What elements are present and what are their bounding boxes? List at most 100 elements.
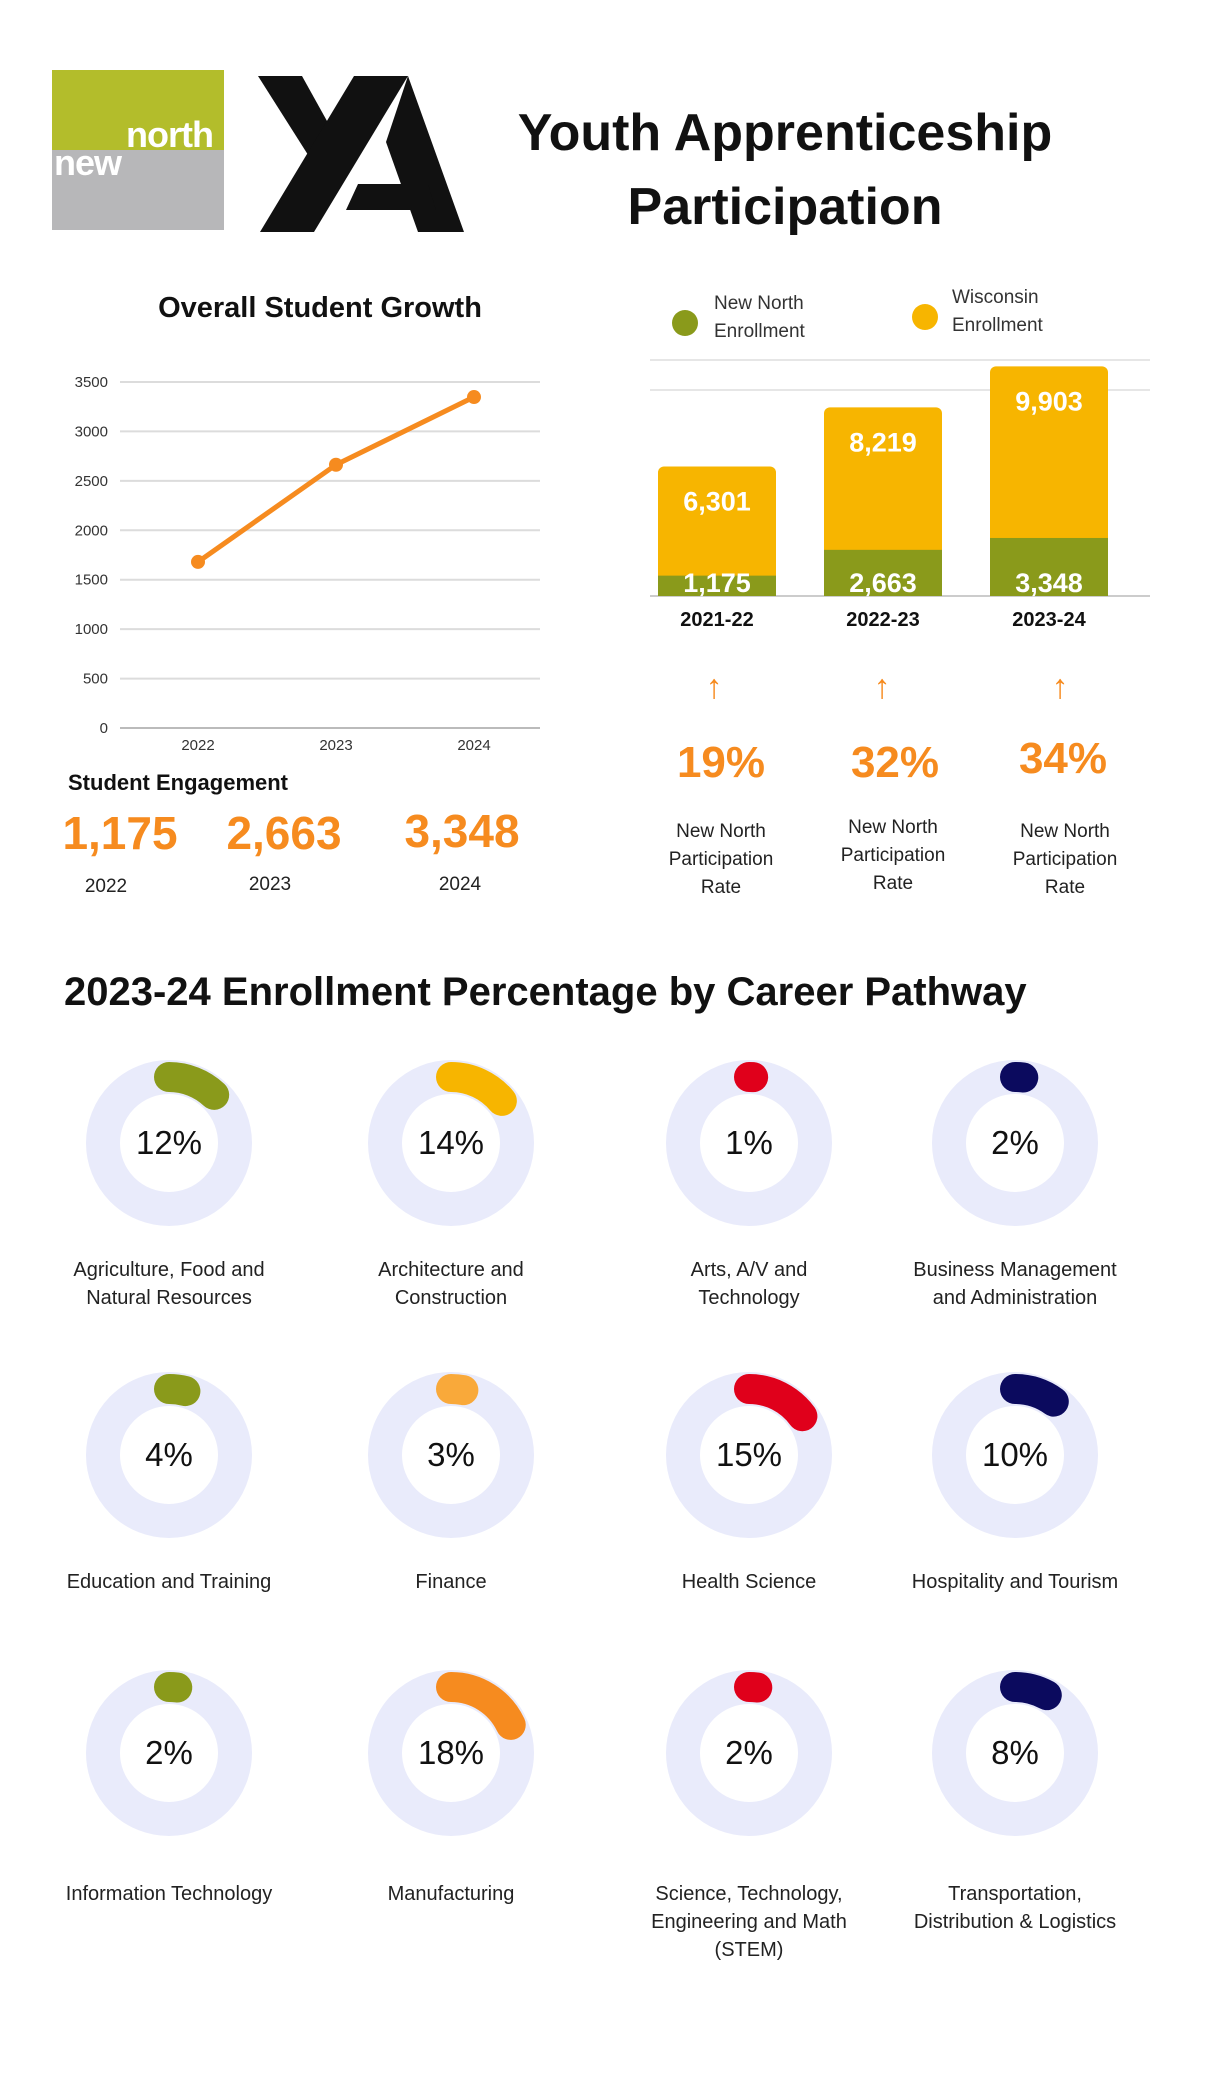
- donut-arc-hospitality-and-tourism: [1000, 1374, 1069, 1417]
- donut-arc-manufacturing: [436, 1672, 526, 1740]
- donut-chart-hospitality-and-tourism: [932, 1372, 1098, 1538]
- rate-arrow-2021-22: ↑: [705, 668, 723, 706]
- engagement-value-2022: 1,175: [62, 807, 178, 859]
- line-chart-point: [329, 457, 343, 472]
- bar-wisconsin-2021-22: [658, 466, 776, 582]
- donut-chart-science-technology-engineering-and-math-stem: [666, 1670, 832, 1836]
- bar-category-2023-24: 2023-24: [1012, 609, 1086, 630]
- bar-label-new-north-2021-22: 1,175: [683, 568, 751, 598]
- donut-arc-business-management-and-administration: [1000, 1062, 1039, 1093]
- donut-chart-information-technology: [86, 1670, 252, 1836]
- bar-new-north-2023-24: [990, 537, 1108, 596]
- rate-label-2021-22-line1: New North: [676, 821, 766, 842]
- donut-arc-agriculture-food-and-natural-resources: [154, 1062, 230, 1110]
- donut-value-science-technology-engineering-and-math-stem: 2%: [725, 1734, 773, 1771]
- donut-label-business-management-and-administration: Business Management and Administration: [913, 1259, 1117, 1309]
- donut-transportation-distribution-logistics: 8%: [930, 1668, 1100, 1838]
- legend-wisconsin-line1: Wisconsin: [952, 287, 1039, 308]
- donut-label-manufacturing: Manufacturing: [387, 1883, 515, 1905]
- donut-chart-health-science: [666, 1372, 832, 1538]
- donut-value-health-science: 15%: [715, 1436, 783, 1473]
- donut-architecture-and-construction: 14%: [366, 1058, 536, 1228]
- page-title: Youth Apprenticeship Participation: [440, 96, 1130, 244]
- donut-arts-a-v-and-technology: 1%: [664, 1058, 834, 1228]
- bar-category-2021-22: 2021-22: [680, 609, 753, 630]
- legend-new-north-line2: Enrollment: [714, 321, 805, 342]
- rate-label-2021-22: New North Participation Rate: [646, 818, 796, 902]
- engagement-year-2024: 2024: [438, 874, 482, 895]
- line-chart-x-tick: 2022: [181, 737, 214, 754]
- donut-arc-education-and-training: [154, 1374, 201, 1407]
- line-chart-point: [191, 554, 205, 569]
- donut-label-health-science: Health Science: [681, 1571, 817, 1593]
- donut-arc-finance: [436, 1374, 479, 1406]
- donut-chart-finance: [368, 1372, 534, 1538]
- bar-wisconsin-2023-24: [990, 366, 1108, 544]
- donut-arc-health-science: [734, 1374, 818, 1432]
- new-north-logo: new north: [52, 70, 224, 230]
- ya-logo-a-bar: [346, 184, 436, 210]
- bar-label-wisconsin-2022-23: 8,219: [849, 427, 917, 457]
- donut-business-management-and-administration: 2%: [930, 1058, 1100, 1228]
- bar-category-2022-23: 2022-23: [846, 609, 919, 630]
- donut-label-education-and-training: Education and Training: [66, 1571, 272, 1593]
- bar-label-wisconsin-2023-24: 9,903: [1015, 386, 1083, 416]
- engagement-year-2022: 2022: [84, 876, 128, 897]
- line-chart-y-tick: 3500: [75, 374, 108, 391]
- donut-label-architecture-and-construction: Architecture and Construction: [378, 1259, 524, 1309]
- donut-label-arts-a-v-and-technology: Arts, A/V and Technology: [690, 1259, 808, 1309]
- donut-arc-science-technology-engineering-and-math-stem: [734, 1672, 773, 1703]
- donut-arc-information-technology: [154, 1672, 193, 1703]
- bar-wisconsin-2022-23: [824, 407, 942, 556]
- donut-health-science: 15%: [664, 1370, 834, 1540]
- donut-value-arts-a-v-and-technology: 1%: [725, 1124, 773, 1161]
- donut-value-information-technology: 2%: [145, 1734, 193, 1771]
- ya-logo: [258, 76, 464, 232]
- bar-label-new-north-2022-23: 2,663: [849, 568, 917, 598]
- pathway-section-title: 2023-24 Enrollment Percentage by Career …: [64, 970, 1027, 1014]
- rate-label-2023-24-line1: New North: [1020, 821, 1110, 842]
- donut-chart-business-management-and-administration: [932, 1060, 1098, 1226]
- rate-label-2022-23: New North Participation Rate: [818, 814, 968, 898]
- line-chart-y-tick: 1500: [75, 572, 108, 589]
- donut-label-hospitality-and-tourism: Hospitality and Tourism: [911, 1571, 1119, 1593]
- donut-arc-architecture-and-construction: [436, 1062, 517, 1116]
- donut-label-agriculture-food-and-natural-resources: Agriculture, Food and Natural Resources: [73, 1259, 265, 1309]
- enrollment-stacked-bar-chart: 6,301 1,175 2021-22 8,219 2,663 2022-23 9,903 3…: [650, 359, 1150, 630]
- donut-education-and-training: 4%: [84, 1370, 254, 1540]
- line-chart-point: [467, 390, 481, 405]
- line-chart-y-tick: 0: [100, 720, 108, 737]
- donut-label-information-technology: Information Technology: [65, 1883, 273, 1905]
- legend-swatch-wisconsin: [912, 304, 938, 330]
- rate-arrow-2023-24: ↑: [1051, 668, 1069, 706]
- donut-chart-education-and-training: [86, 1372, 252, 1538]
- donut-value-finance: 3%: [427, 1436, 475, 1473]
- donut-label-transportation-distribution-logistics: Transportation, Distribution & Logistics: [913, 1883, 1117, 1933]
- line-chart-series-line: [196, 394, 476, 564]
- donut-label-finance: Finance: [415, 1571, 487, 1593]
- donut-value-transportation-distribution-logistics: 8%: [991, 1734, 1039, 1771]
- engagement-value-2024: 3,348: [404, 805, 520, 857]
- donut-science-technology-engineering-and-math-stem: 2%: [664, 1668, 834, 1838]
- page-title-line2: Participation: [627, 178, 943, 236]
- line-chart-y-tick: 3000: [75, 423, 108, 440]
- logo-bottom-block: [52, 150, 224, 230]
- rate-label-2022-23-line2: Participation: [840, 845, 946, 866]
- rate-label-2023-24: New North Participation Rate: [990, 818, 1140, 902]
- donut-value-architecture-and-construction: 14%: [417, 1124, 485, 1161]
- rate-label-2023-24-line2: Participation: [1012, 849, 1118, 870]
- donut-value-education-and-training: 4%: [145, 1436, 193, 1473]
- line-chart-y-tick: 500: [83, 671, 108, 688]
- ya-logo-y-left: [258, 76, 332, 158]
- logo-text-new: new: [54, 142, 122, 183]
- engagement-title: Student Engagement: [68, 770, 289, 795]
- legend-swatch-new-north: [672, 310, 698, 336]
- bar-label-new-north-2023-24: 3,348: [1015, 568, 1083, 598]
- rate-percent-2023-24: 34%: [1018, 734, 1108, 783]
- legend-wisconsin-line2: Enrollment: [952, 315, 1043, 336]
- rate-percent-2022-23: 32%: [850, 738, 940, 787]
- donut-arc-transportation-distribution-logistics: [1000, 1672, 1062, 1711]
- growth-chart-title: Overall Student Growth: [158, 292, 482, 324]
- line-chart-y-tick: 1000: [75, 621, 108, 638]
- bar-new-north-2022-23: [824, 549, 942, 596]
